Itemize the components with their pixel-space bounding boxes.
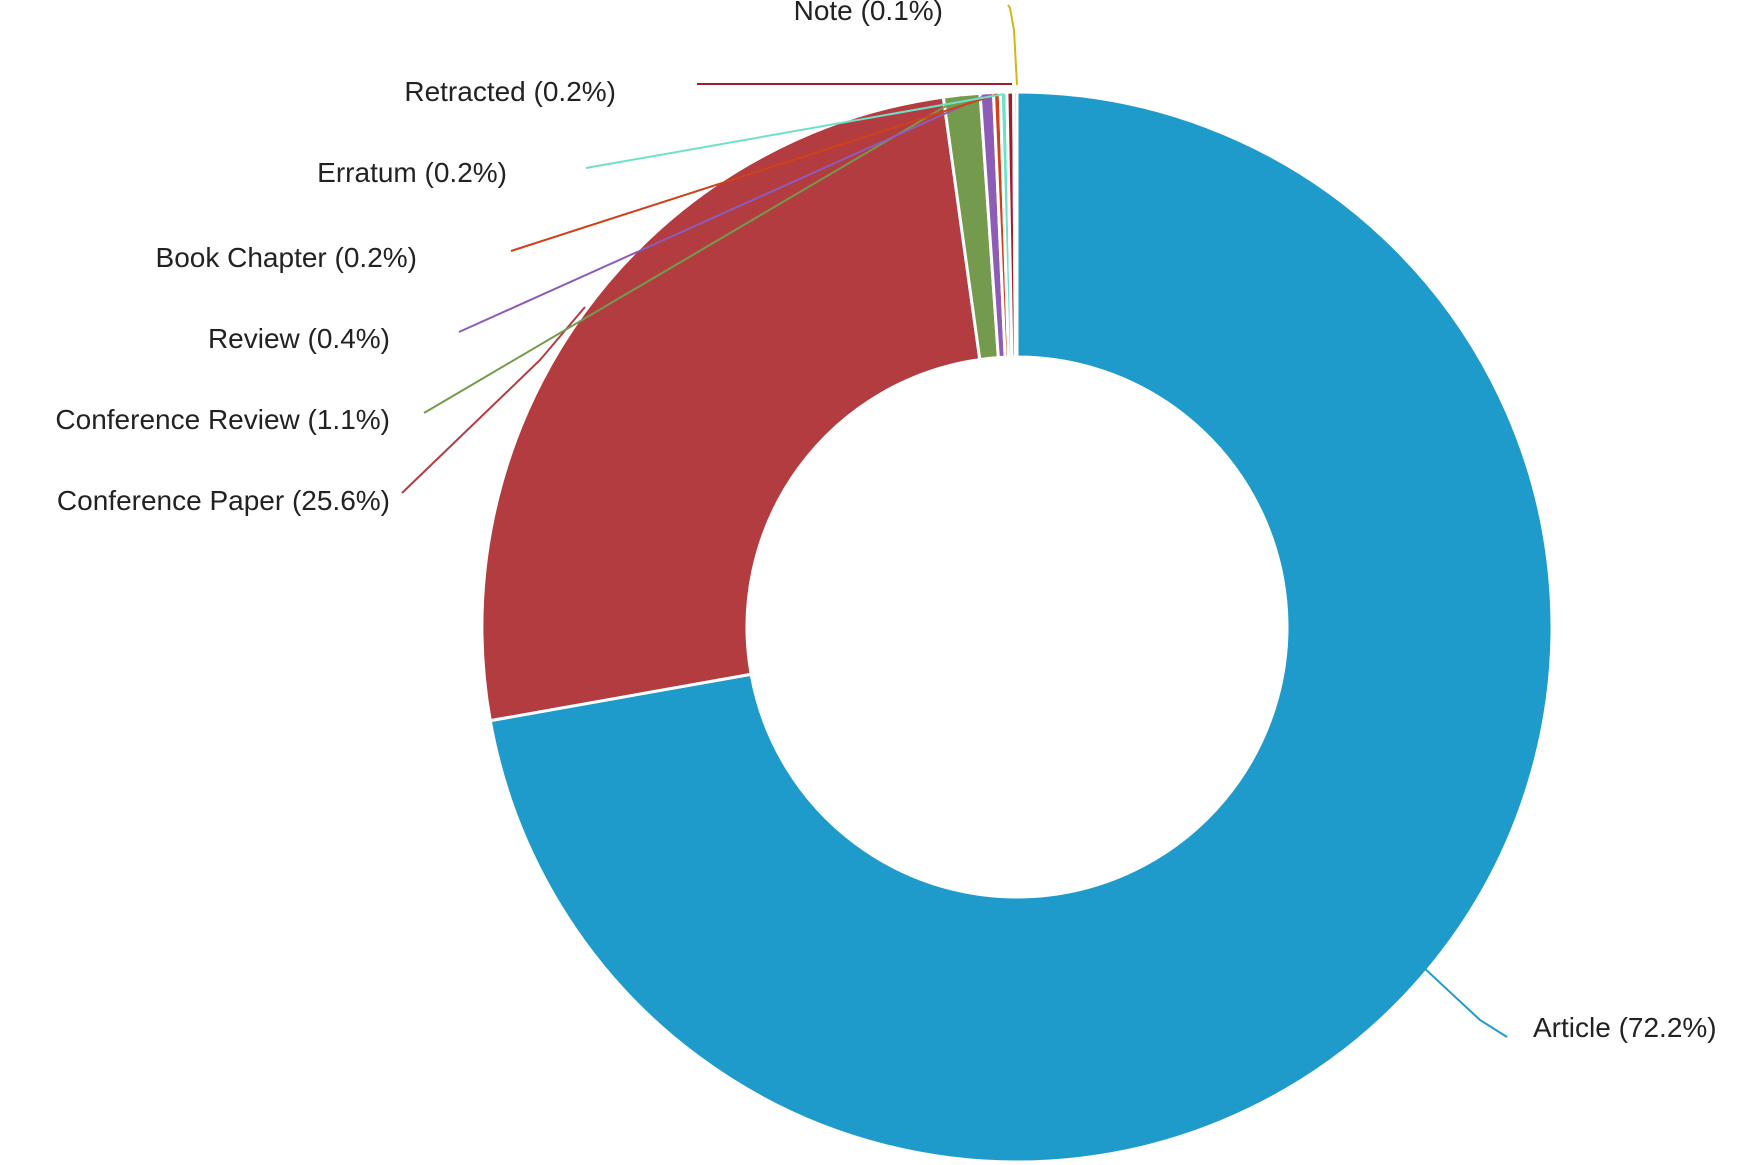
label-article: Article (72.2%) (1533, 1012, 1717, 1043)
leader-article (1424, 968, 1508, 1038)
leader-review (458, 93, 988, 333)
label-erratum: Erratum (0.2%) (317, 157, 507, 188)
leader-book-chapter (510, 93, 998, 252)
leader-conference-paper (401, 306, 586, 494)
slice-labels: Article (72.2%) Conference Paper (25.6%) C… (55, 0, 1716, 1043)
slice-conference-paper (480, 95, 982, 723)
leader-lines (401, 4, 1508, 1038)
donut-slices (480, 90, 1554, 1164)
label-note: Note (0.1%) (794, 0, 943, 26)
leader-note (1007, 4, 1018, 86)
label-conference-review: Conference Review (1.1%) (55, 404, 390, 435)
slice-note (1012, 90, 1019, 359)
label-retracted: Retracted (0.2%) (404, 76, 616, 107)
label-review: Review (0.4%) (208, 323, 390, 354)
leader-conference-review (423, 96, 963, 414)
label-conference-paper: Conference Paper (25.6%) (57, 485, 390, 516)
slice-article (488, 90, 1554, 1164)
leader-erratum (585, 93, 1004, 169)
label-book-chapter: Book Chapter (0.2%) (156, 242, 417, 273)
